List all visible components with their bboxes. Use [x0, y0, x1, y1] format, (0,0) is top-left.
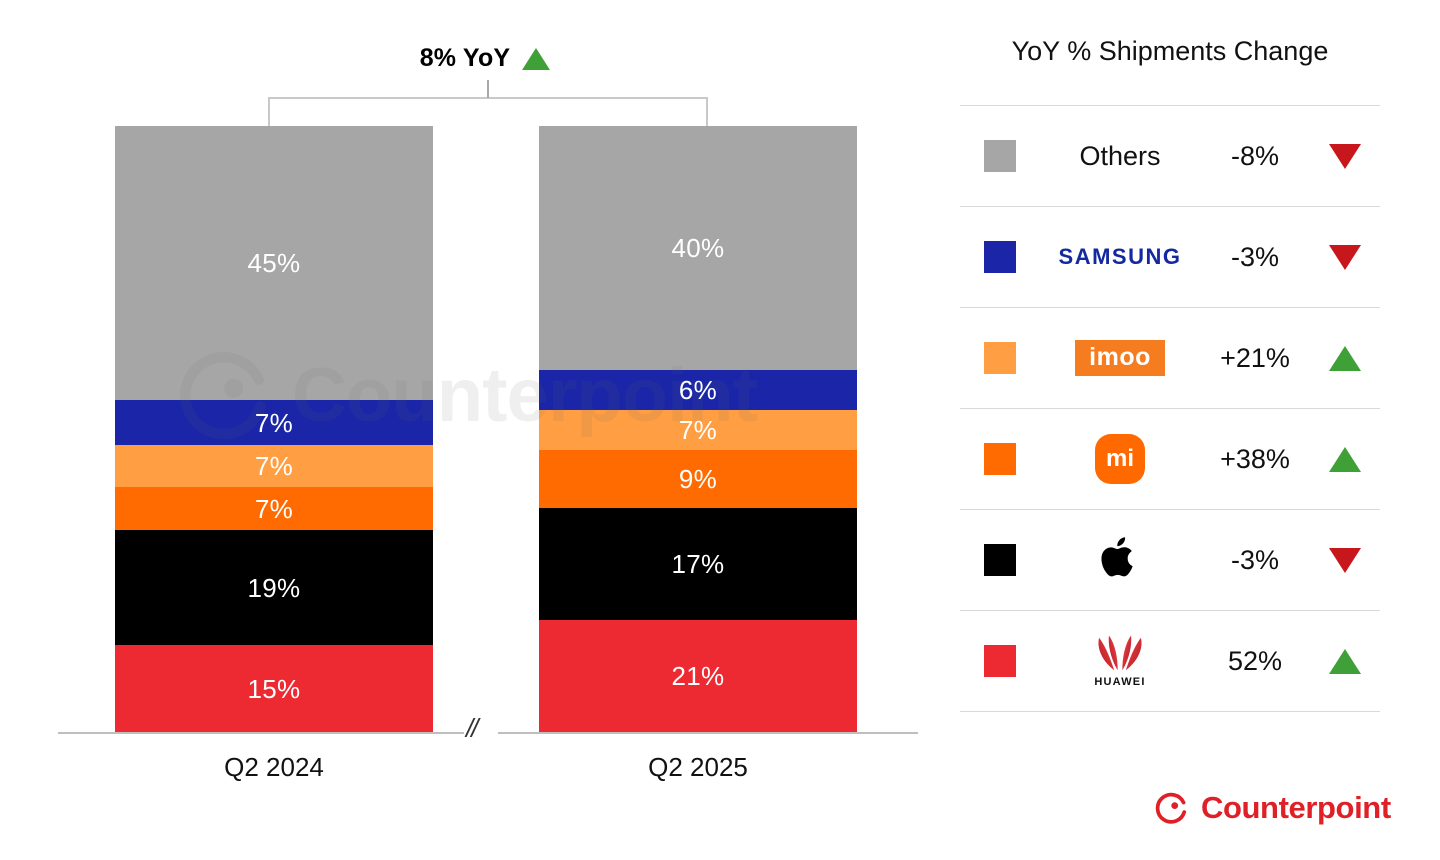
- bar-segment-huawei: 15%: [115, 645, 433, 732]
- bar-segment-label: 7%: [254, 407, 294, 438]
- bar-segment-imoo: 7%: [539, 410, 857, 450]
- legend-rows: Others -8% SAMSUNG -3% imoo +21% mi +38% -3% HUAW…: [960, 105, 1380, 712]
- legend-color-swatch: [984, 544, 1016, 576]
- counterpoint-mark-icon: [1155, 792, 1187, 824]
- bar-segment-label: 17%: [671, 549, 725, 579]
- bar-segment-label: 15%: [247, 673, 301, 704]
- legend-value: -3%: [1230, 544, 1279, 575]
- triangle-up-icon: [522, 47, 551, 70]
- bar-segment-label: 7%: [254, 451, 294, 481]
- bar-segment-label: 40%: [671, 233, 725, 263]
- bar-segment-huawei: 21%: [539, 620, 857, 732]
- legend-arrow-cell: [1310, 547, 1380, 573]
- legend-brand-huawei: HUAWEI: [1040, 634, 1200, 688]
- bar-segment-xiaomi: 9%: [539, 450, 857, 508]
- chart-area: 8% YoY Counterpoint 45% 7% 7% 7% 19% 15% 40% 6…: [58, 44, 918, 782]
- legend-color-swatch: [984, 342, 1016, 374]
- legend-title: YoY % Shipments Change: [1011, 36, 1329, 66]
- yoy-label: 8% YoY: [419, 44, 511, 72]
- triangle-down-icon: [1329, 143, 1361, 169]
- legend-value: +38%: [1220, 443, 1290, 474]
- bar-segment-label: 7%: [678, 415, 718, 445]
- legend-brand-imoo: imoo: [1040, 339, 1200, 377]
- triangle-up-icon: [1329, 345, 1361, 371]
- bar-segment-label: 45%: [247, 248, 301, 278]
- counterpoint-logo: Counterpoint: [1155, 790, 1391, 826]
- triangle-up-icon: [1329, 446, 1361, 472]
- bar-segment-others: 40%: [539, 126, 857, 370]
- counterpoint-wordmark: Counterpoint: [1201, 790, 1391, 825]
- x-axis-right: [498, 732, 918, 734]
- legend-panel: YoY % Shipments Change Others -8% SAMSUNG -…: [960, 36, 1380, 712]
- legend-arrow-cell: [1310, 345, 1380, 371]
- legend-color-swatch: [984, 645, 1016, 677]
- bar-segment-label: 21%: [671, 661, 725, 691]
- legend-arrow-cell: [1310, 244, 1380, 270]
- samsung-logo: SAMSUNG: [1058, 244, 1182, 269]
- apple-logo-icon: [1100, 533, 1140, 588]
- x-axis-left: [58, 732, 464, 734]
- yoy-callout: 8% YoY: [360, 44, 610, 73]
- triangle-down-icon: [1329, 547, 1361, 573]
- xiaomi-mi-logo: mi: [1095, 434, 1145, 484]
- legend-swatch-cell: [960, 140, 1040, 172]
- legend-row[interactable]: mi +38%: [960, 408, 1380, 509]
- legend-swatch-cell: [960, 645, 1040, 677]
- legend-color-swatch: [984, 140, 1016, 172]
- legend-arrow-cell: [1310, 143, 1380, 169]
- legend-arrow-cell: [1310, 648, 1380, 674]
- legend-row[interactable]: imoo +21%: [960, 307, 1380, 408]
- legend-row[interactable]: HUAWEI 52%: [960, 610, 1380, 712]
- legend-brand-apple: [1040, 533, 1200, 588]
- legend-value: 52%: [1227, 645, 1283, 676]
- legend-color-swatch: [984, 443, 1016, 475]
- legend-swatch-cell: [960, 241, 1040, 273]
- bar-segment-label: 7%: [254, 493, 294, 524]
- legend-row[interactable]: SAMSUNG -3%: [960, 206, 1380, 307]
- legend-brand-xiaomi: mi: [1040, 434, 1200, 484]
- imoo-logo: imoo: [1075, 339, 1165, 377]
- legend-value: +21%: [1220, 342, 1290, 373]
- bar-segment-label: 19%: [247, 572, 301, 603]
- legend-swatch-cell: [960, 443, 1040, 475]
- bar-segment-apple: 17%: [539, 508, 857, 620]
- legend-arrow-cell: [1310, 446, 1380, 472]
- legend-brand-samsung: SAMSUNG: [1040, 244, 1200, 270]
- triangle-up-icon: [1329, 648, 1361, 674]
- bar-segment-xiaomi: 7%: [115, 487, 433, 530]
- triangle-down-icon: [1329, 244, 1361, 270]
- legend-value: -3%: [1230, 241, 1279, 272]
- bar-q2-2025: 40% 6% 7% 9% 17% 21%: [539, 126, 857, 732]
- legend-value: -8%: [1230, 140, 1279, 171]
- legend-row[interactable]: Others -8%: [960, 105, 1380, 206]
- x-tick-label-q2-2024: Q2 2024: [224, 752, 324, 782]
- bar-segment-others: 45%: [115, 126, 433, 400]
- bar-segment-imoo: 7%: [115, 445, 433, 487]
- bar-segment-samsung: 6%: [539, 370, 857, 410]
- x-tick-label-q2-2025: Q2 2025: [648, 752, 748, 782]
- legend-brand-label: Others: [1079, 140, 1161, 171]
- legend-color-swatch: [984, 241, 1016, 273]
- bar-segment-apple: 19%: [115, 530, 433, 645]
- legend-swatch-cell: [960, 544, 1040, 576]
- bar-segment-label: 6%: [678, 375, 718, 405]
- legend-row[interactable]: -3%: [960, 509, 1380, 610]
- bracket-connector: [268, 80, 708, 126]
- legend-swatch-cell: [960, 342, 1040, 374]
- legend-brand-others: Others: [1040, 141, 1200, 172]
- axis-break-symbol: //: [466, 713, 479, 743]
- bar-q2-2024: 45% 7% 7% 7% 19% 15%: [115, 126, 433, 732]
- huawei-logo: HUAWEI: [1091, 634, 1149, 688]
- bar-segment-label: 9%: [678, 464, 718, 494]
- bar-segment-samsung: 7%: [115, 400, 433, 445]
